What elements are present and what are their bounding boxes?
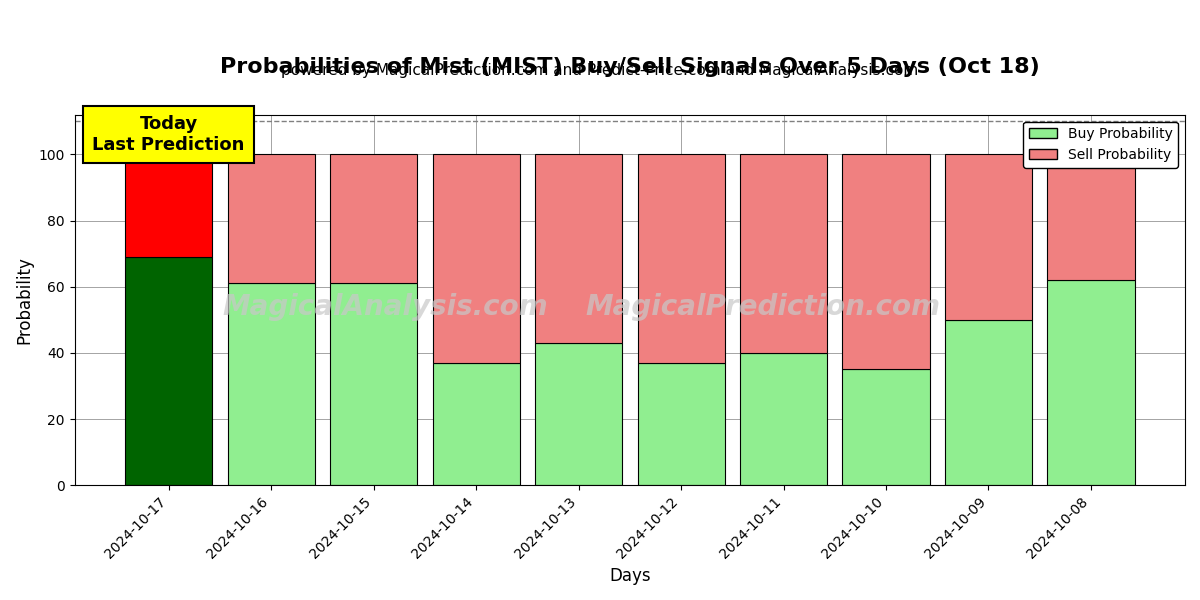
Bar — [535, 343, 622, 485]
Text: MagicalAnalysis.com: MagicalAnalysis.com — [223, 293, 548, 322]
Bar — [432, 363, 520, 485]
Bar — [330, 154, 418, 283]
Bar — [125, 257, 212, 485]
Bar — [842, 370, 930, 485]
Legend: Buy Probability, Sell Probability: Buy Probability, Sell Probability — [1024, 122, 1178, 167]
Bar — [330, 283, 418, 485]
Bar — [944, 154, 1032, 320]
Bar — [842, 154, 930, 370]
Bar — [740, 353, 827, 485]
X-axis label: Days: Days — [610, 567, 650, 585]
Text: powered by MagicalPrediction.com and Predict-Price.com and MagicalAnalysis.com: powered by MagicalPrediction.com and Pre… — [281, 63, 919, 78]
Bar — [228, 154, 314, 283]
Bar — [432, 154, 520, 363]
Title: Probabilities of Mist (MIST) Buy/Sell Signals Over 5 Days (Oct 18): Probabilities of Mist (MIST) Buy/Sell Si… — [220, 57, 1039, 77]
Bar — [637, 363, 725, 485]
Bar — [1048, 154, 1134, 280]
Bar — [637, 154, 725, 363]
Bar — [1048, 280, 1134, 485]
Bar — [228, 283, 314, 485]
Bar — [740, 154, 827, 353]
Text: MagicalPrediction.com: MagicalPrediction.com — [586, 293, 941, 322]
Bar — [944, 320, 1032, 485]
Bar — [535, 154, 622, 343]
Bar — [125, 154, 212, 257]
Text: Today
Last Prediction: Today Last Prediction — [92, 115, 245, 154]
Y-axis label: Probability: Probability — [16, 256, 34, 344]
